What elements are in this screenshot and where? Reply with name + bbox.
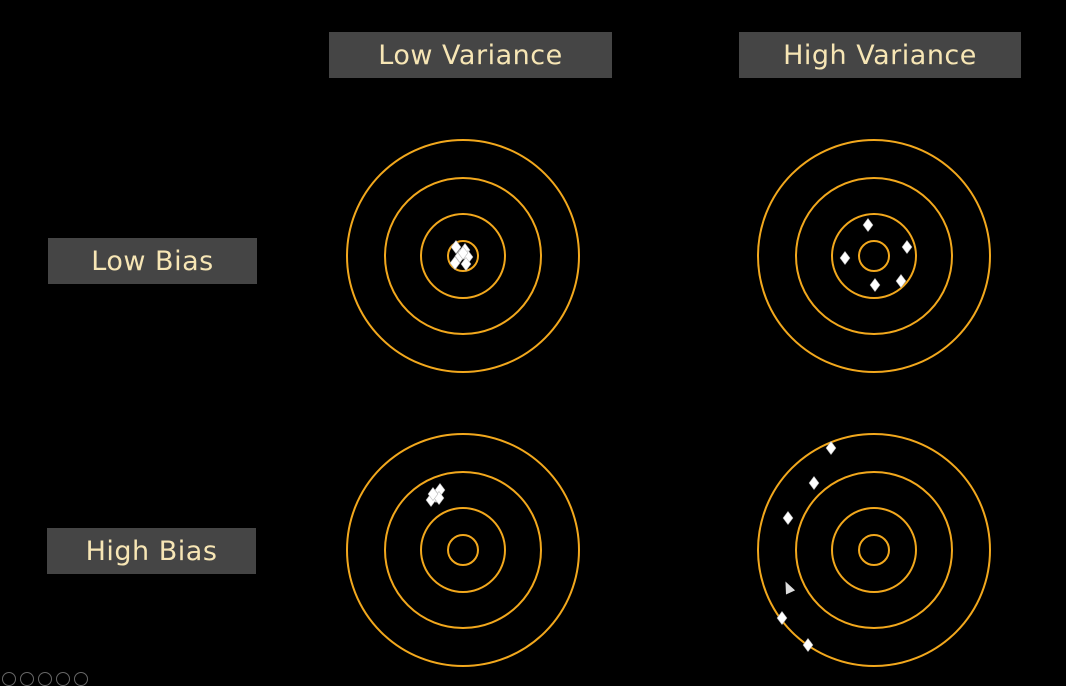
diamond-marker-icon	[460, 257, 472, 271]
diamond-marker-icon	[895, 274, 907, 288]
diamond-marker-icon	[427, 487, 439, 501]
target-high-bias-high-variance	[757, 433, 991, 667]
target-low-bias-low-variance	[346, 139, 580, 373]
diamond-marker-icon	[825, 441, 837, 455]
diamond-marker-icon	[450, 240, 462, 254]
target-low-bias-high-variance	[757, 139, 991, 373]
target-ring-2	[384, 177, 542, 335]
target-ring-3	[831, 213, 917, 299]
diamond-marker-icon	[808, 476, 820, 490]
target-ring-4	[858, 534, 890, 566]
diamond-marker-icon	[901, 240, 913, 254]
diamond-marker-icon	[457, 246, 469, 260]
target-high-bias-low-variance	[346, 433, 580, 667]
presentation-toolbar[interactable]	[2, 672, 88, 686]
target-ring-3	[831, 507, 917, 593]
target-ring-4	[447, 534, 479, 566]
target-ring-1	[757, 139, 991, 373]
target-ring-3	[420, 507, 506, 593]
target-ring-2	[795, 177, 953, 335]
diamond-marker-icon	[839, 251, 851, 265]
target-ring-4	[447, 240, 479, 272]
toolbar-button-4[interactable]	[56, 672, 70, 686]
diamond-marker-icon	[449, 256, 461, 270]
row-header-high-bias: High Bias	[47, 528, 256, 574]
target-ring-2	[384, 471, 542, 629]
target-ring-1	[346, 433, 580, 667]
target-ring-3	[420, 213, 506, 299]
toolbar-button-5[interactable]	[74, 672, 88, 686]
toolbar-button-2[interactable]	[20, 672, 34, 686]
target-ring-2	[795, 471, 953, 629]
target-ring-4	[858, 240, 890, 272]
diamond-marker-icon	[782, 511, 794, 525]
target-ring-1	[757, 433, 991, 667]
row-header-low-bias: Low Bias	[48, 238, 257, 284]
column-header-low-variance: Low Variance	[329, 32, 612, 78]
diamond-marker-icon	[776, 611, 788, 625]
column-header-high-variance: High Variance	[739, 32, 1021, 78]
diamond-marker-icon	[869, 278, 881, 292]
diamond-marker-icon	[862, 218, 874, 232]
toolbar-button-3[interactable]	[38, 672, 52, 686]
target-ring-1	[346, 139, 580, 373]
diamond-marker-icon	[802, 638, 814, 652]
toolbar-button-1[interactable]	[2, 672, 16, 686]
